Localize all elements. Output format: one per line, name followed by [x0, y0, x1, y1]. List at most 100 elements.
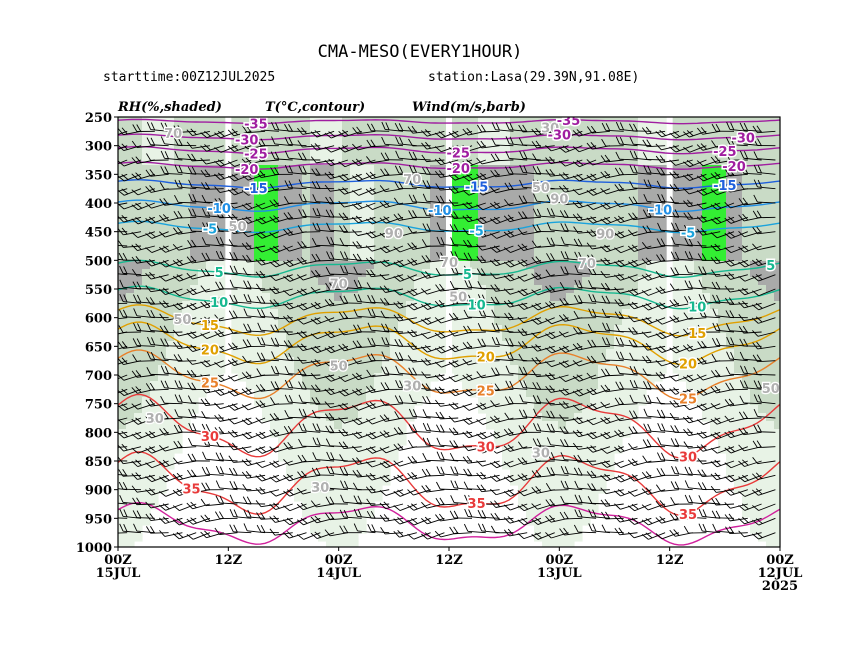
rh-cell [310, 141, 319, 150]
rh-cell [598, 221, 607, 230]
rh-cell [406, 389, 415, 398]
wind-barb [574, 279, 597, 290]
rh-cell [198, 173, 207, 182]
rh-cell [726, 253, 735, 262]
rh-cell [390, 309, 399, 318]
rh-cell [190, 125, 199, 134]
rh-cell [326, 541, 335, 547]
rh-cell [630, 365, 639, 374]
wind-barb [366, 498, 390, 506]
rh-cell [366, 373, 375, 382]
rh-cell [390, 453, 399, 462]
wind-barb [753, 179, 776, 190]
rh-cell [718, 381, 727, 390]
rh-cell [670, 125, 679, 134]
rh-cell [734, 445, 743, 454]
rh-cell [150, 445, 159, 454]
wind-barb [200, 157, 224, 165]
wind-barb [683, 415, 707, 424]
rh-cell [438, 125, 447, 134]
rh-cell [350, 357, 359, 366]
rh-cell [254, 333, 263, 342]
rh-cell [454, 197, 463, 206]
wind-barb [312, 452, 335, 462]
rh-cell [582, 437, 591, 446]
rh-cell [534, 373, 543, 382]
rh-cell [294, 493, 303, 502]
rh-cell [254, 293, 263, 302]
rh-cell [486, 237, 495, 246]
rh-cell [582, 149, 591, 158]
rh-cell [694, 317, 703, 326]
rh-cell [550, 493, 559, 502]
wind-barb [118, 130, 128, 138]
rh-cell [542, 181, 551, 190]
wind-barb [683, 441, 707, 449]
rh-cell [486, 421, 495, 430]
wind-barb [532, 208, 555, 218]
rh-cell [422, 189, 431, 198]
rh-cell [142, 221, 151, 230]
rh-cell [182, 397, 191, 406]
rh-cell [118, 437, 127, 446]
rh-cell [766, 197, 775, 206]
rh-cell [198, 389, 207, 398]
rh-cell [142, 181, 151, 190]
rh-cell [726, 309, 735, 318]
rh-cell [158, 485, 167, 494]
wind-barb [310, 317, 335, 325]
wind-barb [697, 240, 721, 249]
rh-cell [350, 517, 359, 526]
rh-cell [414, 349, 423, 358]
rh-cell [278, 253, 287, 262]
rh-cell [526, 213, 535, 222]
wind-barb [186, 272, 211, 280]
rh-cell [278, 317, 287, 326]
rh-cell [262, 381, 271, 390]
rh-cell [414, 245, 423, 254]
wind-barb-layer [118, 121, 776, 540]
wind-barb [491, 351, 514, 362]
rh-cell [590, 269, 599, 278]
rh-cell [566, 349, 575, 358]
wind-barb [118, 403, 128, 410]
wind-barb [572, 374, 597, 382]
rh-cell [126, 381, 135, 390]
rh-cell [286, 469, 295, 478]
wind-barb [214, 360, 238, 368]
rh-cell [438, 269, 447, 278]
wind-barb [532, 166, 555, 175]
wind-barb [338, 311, 362, 320]
rh-cell [318, 133, 327, 142]
wind-barb [436, 451, 459, 462]
rh-cell [238, 221, 247, 230]
rh-cell [326, 325, 335, 334]
rh-cell [246, 333, 255, 342]
rh-cell [230, 253, 239, 262]
rh-cell [126, 261, 135, 270]
wind-barb [518, 366, 541, 376]
wind-barb [200, 498, 224, 507]
rh-cell [142, 173, 151, 182]
wind-barb [352, 388, 376, 396]
rh-cell [190, 333, 199, 342]
rh-cell [214, 133, 223, 142]
wind-barb [752, 440, 776, 449]
rh-cell [262, 277, 271, 286]
rh-cell [614, 373, 623, 382]
rh-cell [142, 133, 151, 142]
rh-cell [358, 237, 367, 246]
rh-cell [286, 389, 295, 398]
wind-barb [284, 137, 307, 147]
rh-cell [638, 221, 647, 230]
rh-cell [662, 357, 671, 366]
wind-barb [283, 259, 307, 267]
rh-cell [566, 205, 575, 214]
wind-barb [670, 209, 693, 218]
rh-cell [302, 501, 311, 510]
rh-cell [278, 165, 287, 174]
rh-cell [230, 293, 239, 302]
rh-cell [366, 493, 375, 502]
wind-barb [724, 502, 748, 509]
rh-cell [598, 253, 607, 262]
